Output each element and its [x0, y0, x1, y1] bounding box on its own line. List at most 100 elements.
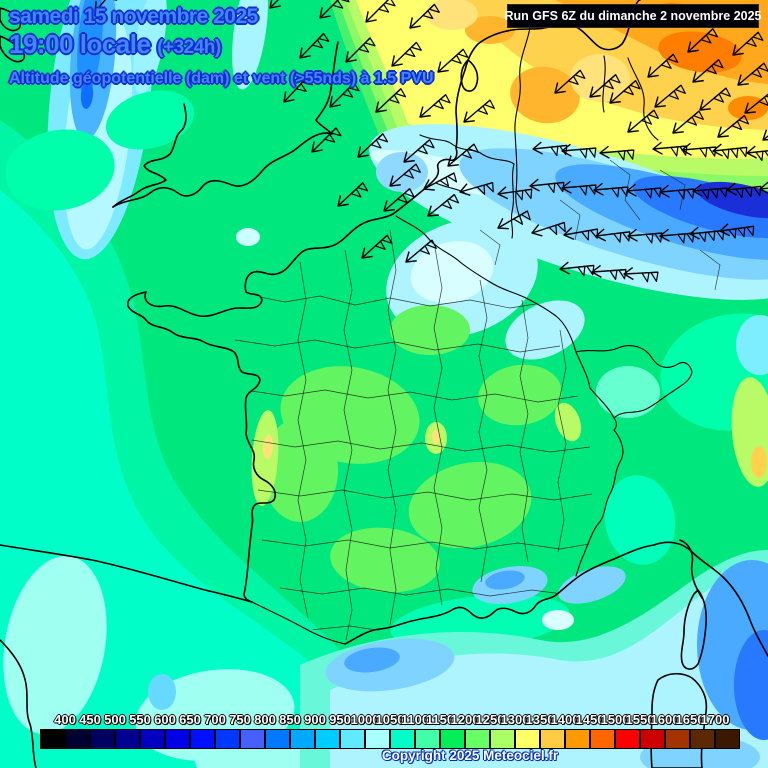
region-boundary	[559, 199, 581, 241]
wind-barb-icon	[744, 91, 768, 114]
department-boundary	[244, 389, 579, 403]
wind-barb-icon	[762, 118, 768, 141]
field-region	[426, 0, 478, 30]
field-region	[5, 129, 115, 211]
field-region	[80, 81, 94, 109]
wind-barb-icon	[627, 228, 663, 244]
wind-barb-icon	[391, 41, 422, 67]
wind-barb-icon	[647, 53, 679, 78]
department-boundary	[519, 299, 529, 563]
field-region	[133, 0, 167, 95]
wind-barb-icon	[559, 261, 595, 277]
wind-barb-icon	[497, 186, 533, 201]
wind-barb-icon	[726, 182, 762, 199]
department-boundary	[261, 539, 596, 550]
field-region	[646, 3, 698, 25]
department-boundary	[279, 587, 571, 597]
wind-barb-icon	[687, 28, 719, 53]
wind-barb-icon	[447, 143, 479, 167]
country-border	[514, 27, 531, 223]
wind-barb-icon	[717, 115, 750, 138]
field-region	[148, 674, 176, 710]
wind-barb-icon	[563, 227, 599, 241]
wind-barb-icon	[599, 145, 635, 161]
coastline	[112, 41, 339, 208]
coastline	[112, 103, 187, 208]
department-boundary	[433, 247, 443, 606]
field-region	[251, 410, 279, 506]
field-region	[432, 430, 440, 444]
department-boundary	[249, 294, 549, 309]
wind-barb-icon	[692, 183, 728, 200]
coastline	[680, 589, 707, 670]
wind-barb-icon	[357, 133, 389, 158]
wind-barb-icon	[529, 178, 565, 194]
wind-barb-icon	[311, 127, 342, 153]
field-region	[232, 0, 268, 90]
wind-barb-icon	[759, 181, 768, 195]
wind-barb-icon	[654, 84, 686, 108]
coastline	[392, 0, 641, 215]
wind-barb-icon	[719, 223, 755, 239]
region-boundary	[659, 169, 686, 211]
field-region	[376, 152, 428, 192]
wind-barb-icon	[627, 109, 659, 133]
wind-barb-icon	[405, 239, 437, 263]
wind-barb-icon	[319, 0, 350, 19]
country-border	[575, 345, 693, 419]
wind-barb-icon	[497, 210, 531, 230]
coastline	[0, 7, 22, 32]
wind-barb-icon	[561, 143, 597, 159]
field-region	[77, 0, 103, 95]
field-region	[0, 190, 450, 768]
country-border	[395, 215, 624, 577]
wind-barb-icon	[427, 194, 460, 217]
field-region	[558, 566, 626, 604]
wind-barb-icon	[375, 88, 407, 113]
department-boundary	[343, 249, 353, 641]
wind-barb-icon	[383, 188, 415, 212]
field-region	[236, 228, 260, 246]
region-boundary	[479, 229, 501, 266]
wind-barb-icon	[595, 228, 631, 243]
field-region	[660, 313, 768, 431]
field-region	[410, 241, 494, 303]
field-region	[390, 305, 470, 355]
wind-barb-icon	[659, 184, 695, 200]
coastline	[679, 539, 703, 599]
coastline	[0, 544, 253, 603]
field-region	[542, 610, 574, 630]
wind-barb-icon	[463, 99, 495, 123]
coastline	[344, 541, 768, 657]
wind-barb-icon	[299, 32, 330, 59]
field-region	[485, 570, 525, 590]
wind-barb-icon	[732, 31, 764, 56]
field-region	[570, 54, 630, 102]
wind-barb-icon	[345, 37, 376, 63]
wind-barb-icon	[692, 59, 724, 83]
field-region	[505, 300, 585, 360]
field-region	[554, 402, 582, 442]
field-region	[3, 555, 107, 735]
wind-barb-icon	[459, 181, 494, 196]
coastline	[0, 35, 26, 63]
wind-barb-icon	[609, 80, 641, 104]
department-boundary	[297, 261, 309, 619]
wind-barb-icon	[365, 0, 396, 23]
field-region	[604, 475, 676, 565]
wind-barb-icon	[712, 143, 748, 160]
field-region	[751, 446, 767, 478]
wind-barb-icon	[531, 221, 566, 237]
department-boundary	[257, 489, 593, 501]
wind-barb-icon	[437, 48, 469, 73]
field-region	[105, 90, 195, 150]
field-region	[697, 181, 768, 219]
department-boundary	[478, 279, 488, 583]
region-boundary	[699, 249, 721, 291]
field-region	[478, 364, 562, 426]
wind-barb-icon	[361, 234, 393, 259]
field-region	[596, 366, 660, 418]
wind-barb-icon	[623, 266, 659, 283]
wind-barb-icon	[389, 163, 421, 187]
